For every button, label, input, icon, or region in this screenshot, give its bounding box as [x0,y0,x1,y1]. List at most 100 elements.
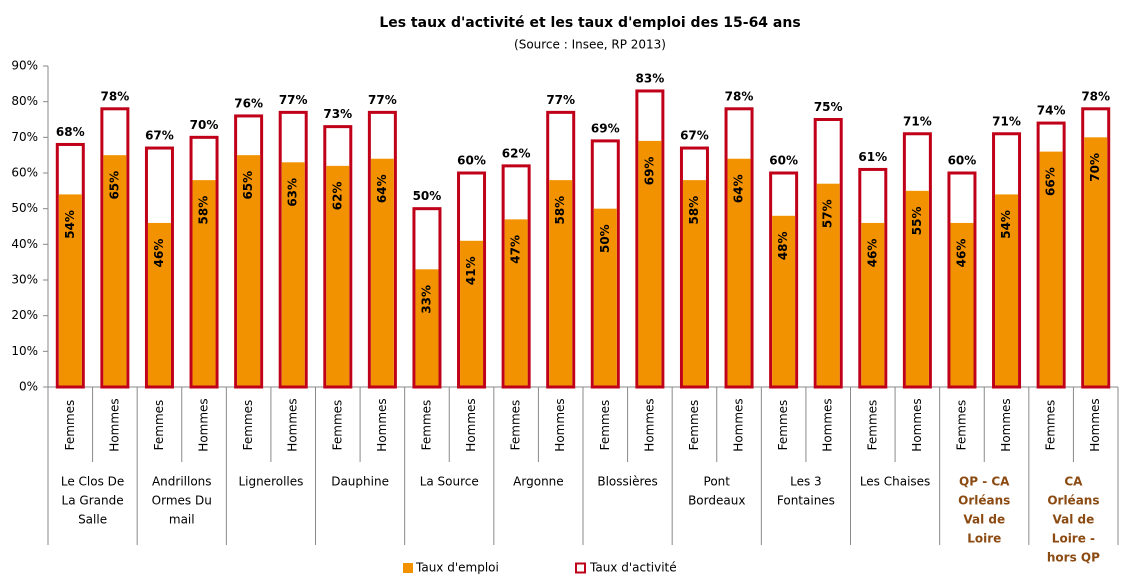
legend-swatch [403,563,413,573]
legend-label: Taux d'activité [589,561,677,575]
bar-employment [326,165,350,386]
x-tick-label: Hommes [732,398,746,451]
value-label: 54% [63,210,77,239]
legend-swatch [575,562,586,574]
bar-employment [103,155,127,386]
value-label: 60% [457,154,486,168]
value-label: 55% [910,206,924,235]
x-tick-label: Femmes [63,400,77,451]
value-label: 74% [1037,104,1066,118]
bar-employment [147,222,171,386]
bar-employment [905,190,929,386]
x-tick-label: Femmes [776,400,790,451]
value-label: 58% [197,196,211,225]
value-label: 58% [553,196,567,225]
group-label: Bordeaux [688,494,745,508]
bar-employment [460,240,484,386]
x-tick-label: Femmes [509,400,523,451]
y-tick-label: 0% [19,380,38,394]
value-label: 46% [865,239,879,268]
value-label: 57% [821,199,835,228]
group-label: Lignerolles [238,475,303,489]
bar-employment [638,140,662,386]
x-tick-label: Femmes [1044,400,1058,451]
x-tick-label: Femmes [241,400,255,451]
value-label: 71% [992,114,1021,128]
value-label: 78% [725,89,754,103]
group-label: Loire [967,532,1001,546]
bar-employment [816,183,840,386]
group-label: mail [169,513,195,527]
value-label: 73% [323,107,352,121]
bar-employment [950,222,974,386]
x-tick-label: Hommes [107,398,121,451]
group-label: Ormes Du [152,494,212,508]
group-label: CA [1064,475,1083,489]
bar-employment [861,222,885,386]
value-label: 60% [769,154,798,168]
value-label: 54% [999,210,1013,239]
x-tick-label: Femmes [598,400,612,451]
bar-employment [593,208,617,386]
group-label: Fontaines [777,494,835,508]
value-label: 33% [419,285,433,314]
bar-employment [370,158,394,386]
group-label: Orléans [1047,494,1099,508]
value-label: 77% [546,93,575,107]
group-label: Val de [963,513,1005,527]
y-tick-label: 10% [11,344,38,358]
y-tick-label: 80% [11,94,38,108]
y-tick-label: 30% [11,273,38,287]
x-tick-label: Hommes [910,398,924,451]
value-label: 69% [591,121,620,135]
value-label: 67% [145,129,174,143]
group-label: Dauphine [331,475,389,489]
legend-label: Taux d'emploi [415,561,499,575]
group-label: hors QP [1047,551,1100,565]
value-label: 63% [286,178,300,207]
value-label: 61% [858,150,887,164]
x-tick-label: Hommes [821,398,835,451]
value-label: 78% [1081,89,1110,103]
bar-employment [58,194,82,386]
x-tick-label: Hommes [553,398,567,451]
value-label: 64% [375,174,389,203]
bar-employment [1084,137,1108,386]
value-label: 75% [814,100,843,114]
x-tick-label: Femmes [687,400,701,451]
chart-title: Les taux d'activité et les taux d'emploi… [379,15,800,31]
value-label: 50% [598,224,612,253]
value-label: 47% [509,235,523,264]
value-label: 68% [56,125,85,139]
value-label: 41% [464,256,478,285]
x-tick-label: Femmes [865,400,879,451]
x-tick-label: Hommes [1088,398,1102,451]
value-label: 77% [368,93,397,107]
x-tick-label: Hommes [999,398,1013,451]
bar-employment [415,269,439,386]
y-tick-label: 40% [11,237,38,251]
y-tick-label: 20% [11,308,38,322]
value-label: 46% [954,239,968,268]
chart-subtitle: (Source : Insee, RP 2013) [514,38,666,52]
value-label: 62% [502,146,531,160]
bar-employment [727,158,751,386]
group-label: Pont [704,475,731,489]
value-label: 50% [413,189,442,203]
bar-employment [549,180,573,386]
group-label: Le Clos De [61,475,124,489]
value-label: 83% [636,71,665,85]
group-label: QP - CA [959,475,1010,489]
group-label: Andrillons [152,475,212,489]
value-label: 60% [948,154,977,168]
group-label: La Source [420,475,479,489]
x-tick-label: Femmes [152,400,166,451]
value-label: 65% [241,171,255,200]
bar-employment [237,155,261,386]
bar-employment [504,219,528,386]
value-label: 65% [107,171,121,200]
value-label: 64% [732,174,746,203]
value-label: 46% [152,239,166,268]
value-label: 58% [687,196,701,225]
